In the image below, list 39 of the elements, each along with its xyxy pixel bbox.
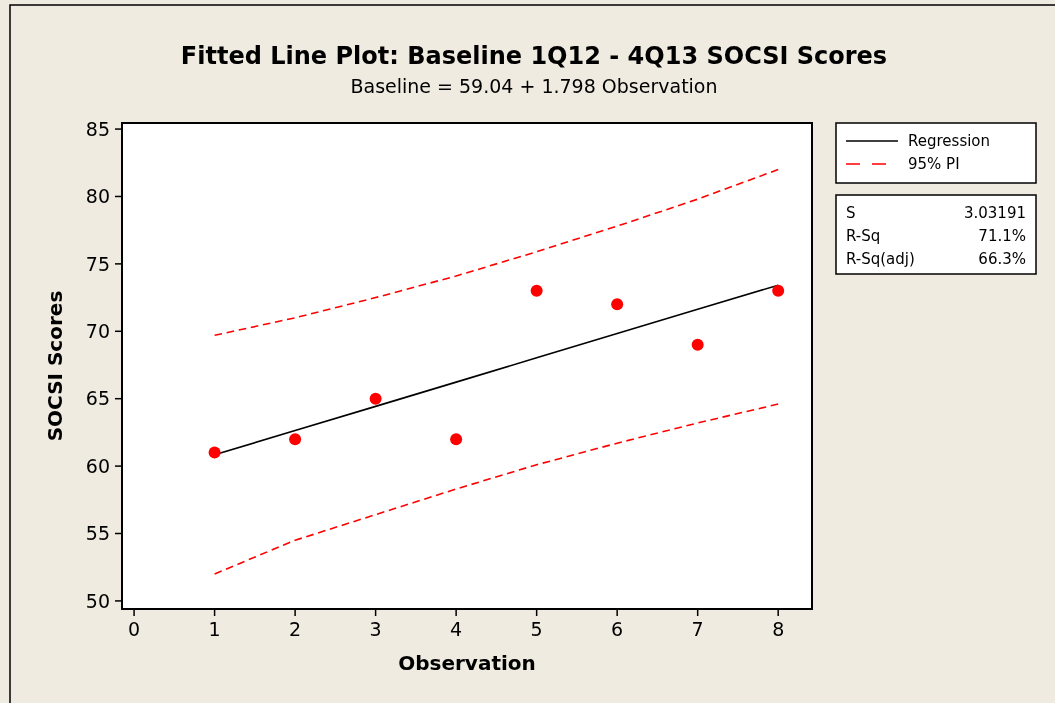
point — [289, 433, 302, 446]
line-series — [213, 403, 779, 575]
x-tick-label: 0 — [128, 618, 141, 640]
text: 66.3% — [978, 250, 1026, 269]
point — [772, 284, 785, 297]
point — [530, 284, 543, 297]
y-tick-label: 55 — [85, 522, 110, 545]
point — [208, 446, 221, 459]
text: 71.1% — [978, 227, 1026, 246]
chart-title: Fitted Line Plot: Baseline 1Q12 - 4Q13 SOCSI Scores — [180, 42, 888, 70]
x-tick-label: 8 — [772, 618, 785, 640]
x-tick-label: 3 — [369, 618, 382, 640]
x-tick-label: 7 — [691, 618, 704, 640]
text: S — [846, 204, 856, 223]
y-tick-label: 50 — [85, 589, 110, 612]
point — [691, 338, 704, 351]
y-tick-label: 80 — [85, 185, 110, 208]
y-tick-label: 65 — [85, 387, 110, 410]
text: 3.03191 — [963, 204, 1026, 223]
x-tick-label: 4 — [450, 618, 463, 640]
y-tick-label: 70 — [85, 319, 110, 342]
x-tick-label: 1 — [208, 618, 221, 640]
legend-label: 95% PI — [908, 155, 960, 174]
point — [611, 298, 624, 311]
x-tick-label: 5 — [530, 618, 543, 640]
x-tick-label: 2 — [289, 618, 302, 640]
point — [450, 433, 463, 446]
y-tick-label: 60 — [85, 454, 110, 477]
chart-subtitle: Baseline = 59.04 + 1.798 Observation — [350, 75, 718, 97]
y-tick-label: 75 — [85, 252, 110, 275]
x-tick-label: 6 — [611, 618, 624, 640]
line-series — [213, 168, 779, 337]
point — [369, 392, 382, 405]
y-axis-title: SOCSI Scores — [43, 290, 67, 442]
legend-label: Regression — [908, 132, 991, 151]
y-tick-label: 85 — [85, 117, 110, 140]
text: R-Sq(adj) — [846, 250, 915, 269]
text: R-Sq — [846, 227, 881, 246]
x-axis-title: Observation — [398, 651, 536, 675]
